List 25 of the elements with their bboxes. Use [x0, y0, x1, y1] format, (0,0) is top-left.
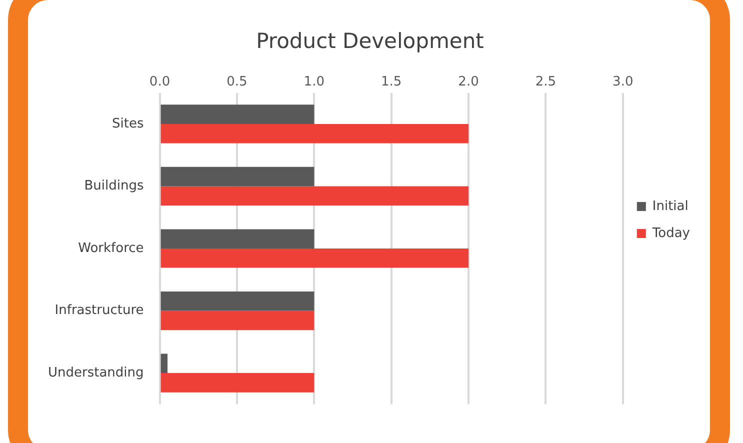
- bar: [160, 248, 469, 268]
- y-tick-label: Understanding: [48, 365, 144, 380]
- bar: [160, 354, 168, 374]
- x-tick-label: 0.0: [149, 74, 170, 90]
- y-tick-label: Workforce: [78, 240, 144, 256]
- legend-label: Initial: [652, 198, 688, 214]
- x-tick-label: 1.0: [304, 74, 324, 90]
- bar: [160, 104, 314, 124]
- y-tick-label: Buildings: [84, 178, 144, 194]
- bar: [160, 186, 469, 206]
- bar: [160, 310, 314, 330]
- y-tick-label: Sites: [112, 116, 144, 132]
- bar: [160, 373, 314, 392]
- x-tick-label: 0.5: [226, 74, 248, 90]
- chart-title: Product Development: [256, 29, 484, 54]
- bar: [160, 124, 469, 144]
- x-tick-label: 1.5: [381, 74, 402, 90]
- bar: [160, 229, 314, 248]
- bar: [160, 291, 314, 311]
- x-tick-label: 3.0: [612, 74, 634, 90]
- x-tick-label: 2.5: [535, 74, 556, 90]
- legend-label: Today: [651, 226, 690, 241]
- y-tick-label: Infrastructure: [54, 303, 144, 318]
- bar: [160, 166, 314, 186]
- x-tick-label: 2.0: [458, 74, 479, 90]
